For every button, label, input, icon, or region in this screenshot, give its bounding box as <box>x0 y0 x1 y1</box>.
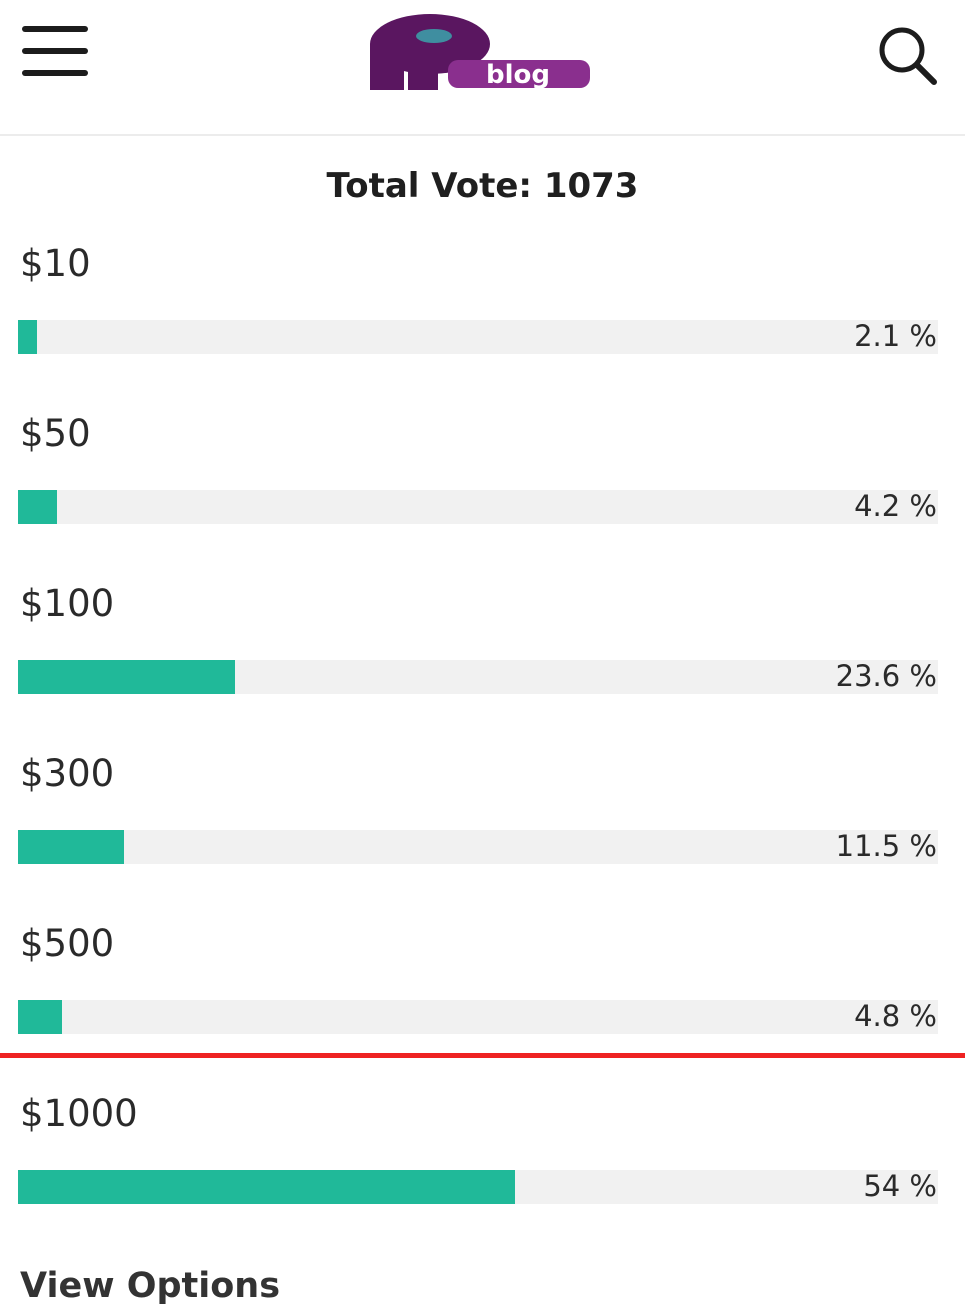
poll-option-label: $500 <box>20 922 115 965</box>
poll-option-percent: 11.5 % <box>835 829 937 863</box>
poll-option-bar-track <box>18 490 938 524</box>
poll-option-percent: 4.8 % <box>854 999 937 1033</box>
search-icon[interactable] <box>876 24 938 86</box>
total-vote: Total Vote: 1073 <box>326 166 639 206</box>
poll-option-bar-track <box>18 660 938 694</box>
poll-option-bar-fill <box>18 830 124 864</box>
poll-option-bar-fill <box>18 1170 515 1204</box>
poll-option-bar-fill <box>18 1000 63 1034</box>
logo-text: blog <box>486 60 550 90</box>
poll-option-percent: 2.1 % <box>854 319 937 353</box>
hamburger-menu-icon[interactable] <box>22 26 88 78</box>
poll-option-percent: 23.6 % <box>835 659 937 693</box>
poll-option-label: $100 <box>20 582 115 625</box>
top-header: blog <box>0 0 965 136</box>
poll-option[interactable]: $10 2.1 % <box>0 240 965 390</box>
poll-option-label: $1000 <box>20 1092 138 1135</box>
poll-option-bar-track <box>18 1000 938 1034</box>
poll-option-bar-track <box>18 1170 938 1204</box>
poll-option-bar-track <box>18 830 938 864</box>
poll-option[interactable]: $300 11.5 % <box>0 750 965 900</box>
poll-option-bar-fill <box>18 490 57 524</box>
poll-option[interactable]: $1000 54 % <box>0 1090 965 1240</box>
poll-option-percent: 54 % <box>863 1169 937 1203</box>
poll-option[interactable]: $500 4.8 % <box>0 920 965 1070</box>
poll-option-label: $50 <box>20 412 91 455</box>
poll-option-bar-track <box>18 320 938 354</box>
poll-option[interactable]: $100 23.6 % <box>0 580 965 730</box>
poll-option-label: $10 <box>20 242 91 285</box>
poll-option[interactable]: $50 4.2 % <box>0 410 965 560</box>
poll-option-percent: 4.2 % <box>854 489 937 523</box>
pi-blog-logo[interactable]: blog <box>368 12 594 94</box>
view-options-link[interactable]: View Options <box>20 1266 281 1306</box>
poll-option-label: $300 <box>20 752 115 795</box>
red-highlight-line <box>0 1053 965 1058</box>
poll-option-bar-fill <box>18 660 236 694</box>
poll-option-bar-fill <box>18 320 38 354</box>
